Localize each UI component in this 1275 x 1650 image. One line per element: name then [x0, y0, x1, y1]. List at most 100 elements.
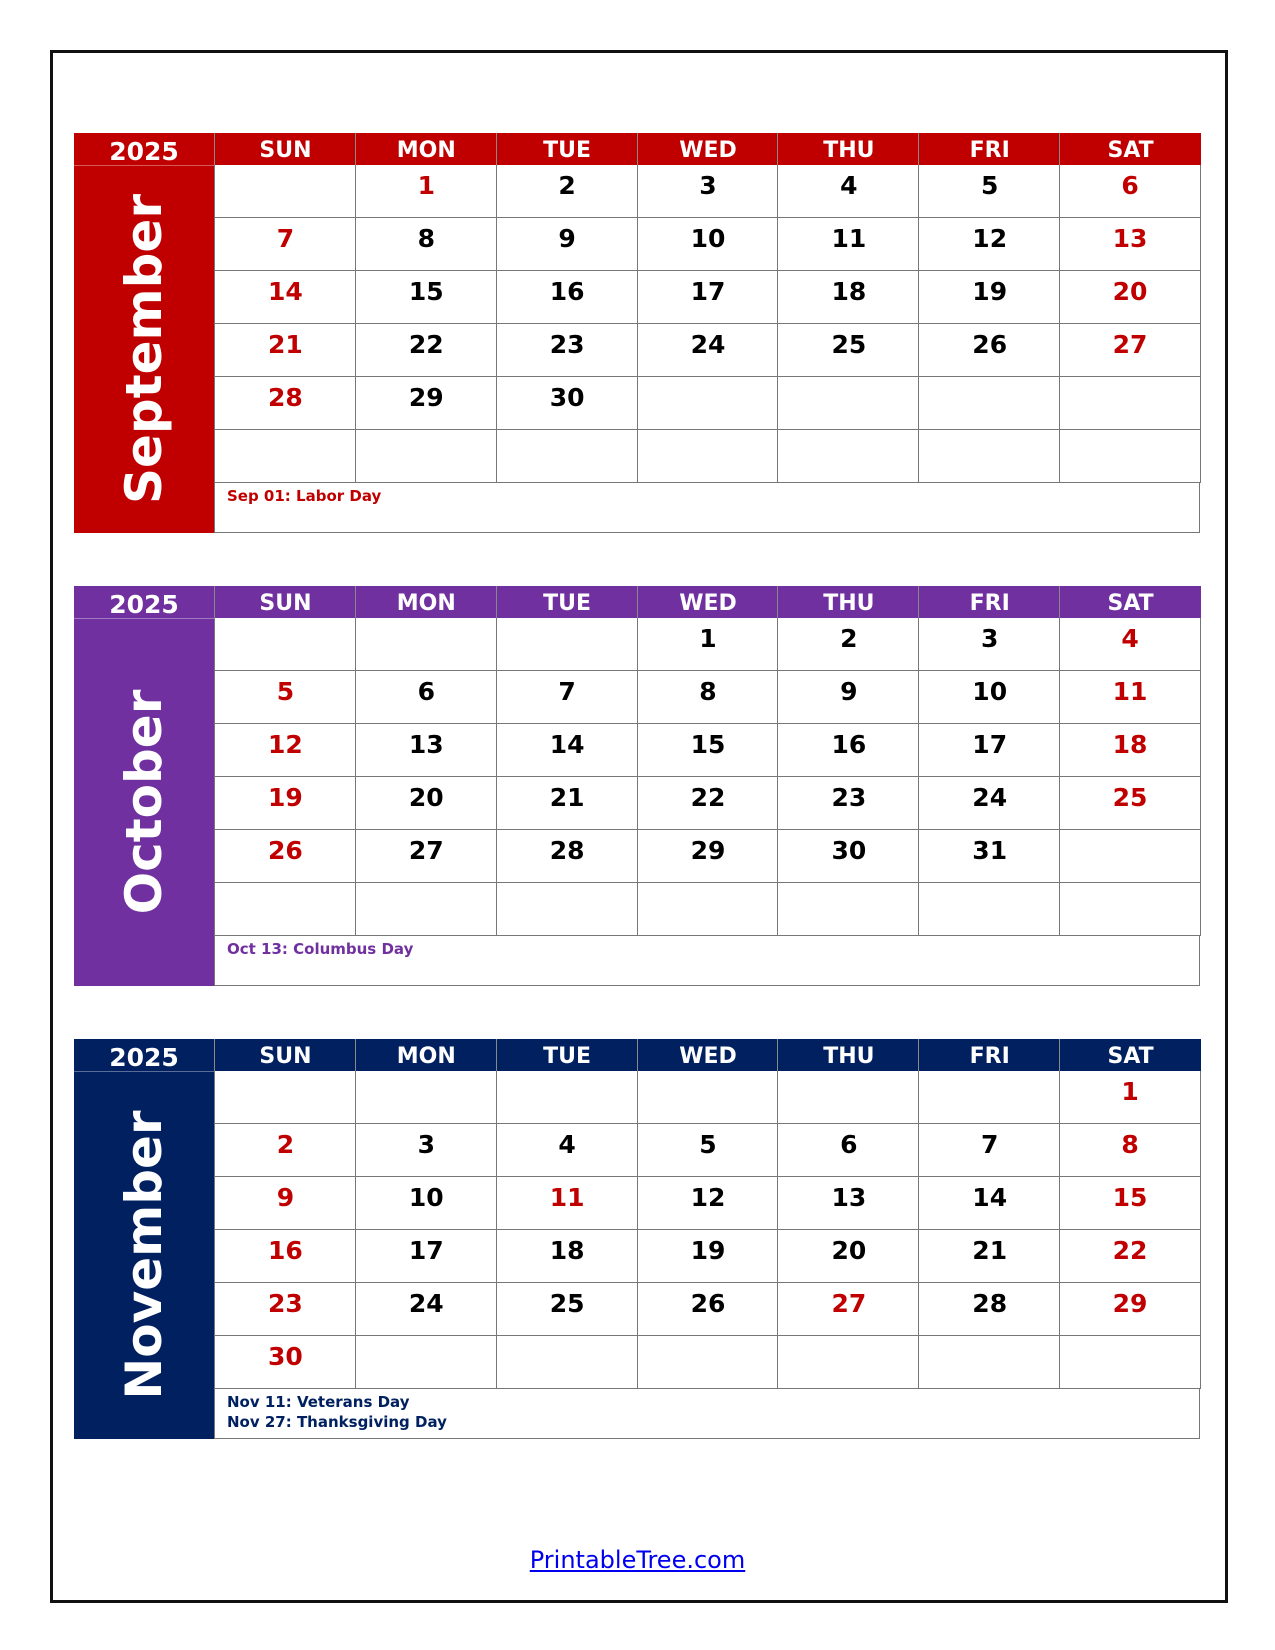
day-cell[interactable]: 27 — [777, 1283, 920, 1336]
empty-day-cell — [214, 1071, 356, 1124]
day-cell[interactable]: 4 — [777, 165, 920, 218]
day-cell[interactable]: 17 — [918, 724, 1061, 777]
day-cell[interactable]: 21 — [214, 324, 356, 377]
day-cell[interactable]: 7 — [495, 671, 638, 724]
day-cell[interactable]: 17 — [636, 271, 779, 324]
day-cell[interactable]: 2 — [777, 618, 920, 671]
day-cell[interactable]: 27 — [1059, 324, 1201, 377]
day-cell[interactable]: 7 — [214, 218, 356, 271]
footer-link[interactable]: PrintableTree.com — [0, 1546, 1275, 1574]
day-cell[interactable]: 12 — [636, 1177, 779, 1230]
weekday-header-sun: SUN — [214, 133, 356, 165]
day-cell[interactable]: 8 — [636, 671, 779, 724]
day-cell[interactable]: 3 — [354, 1124, 497, 1177]
day-cell[interactable]: 19 — [918, 271, 1061, 324]
day-cell[interactable]: 8 — [354, 218, 497, 271]
day-cell[interactable]: 10 — [636, 218, 779, 271]
day-cell[interactable]: 16 — [214, 1230, 356, 1283]
day-cell[interactable]: 14 — [918, 1177, 1061, 1230]
day-cell[interactable]: 20 — [777, 1230, 920, 1283]
day-cell[interactable]: 26 — [636, 1283, 779, 1336]
day-cell[interactable]: 19 — [636, 1230, 779, 1283]
day-cell[interactable]: 16 — [777, 724, 920, 777]
day-cell[interactable]: 10 — [354, 1177, 497, 1230]
day-cell[interactable]: 22 — [354, 324, 497, 377]
day-cell[interactable]: 15 — [636, 724, 779, 777]
day-cell[interactable]: 14 — [495, 724, 638, 777]
day-cell[interactable]: 9 — [214, 1177, 356, 1230]
day-cell[interactable]: 26 — [214, 830, 356, 883]
empty-day-cell — [918, 430, 1061, 483]
day-cell[interactable]: 29 — [636, 830, 779, 883]
day-cell[interactable]: 22 — [636, 777, 779, 830]
day-cell[interactable]: 3 — [636, 165, 779, 218]
day-cell[interactable]: 13 — [1059, 218, 1201, 271]
day-cell[interactable]: 29 — [354, 377, 497, 430]
day-cell[interactable]: 15 — [354, 271, 497, 324]
day-cell[interactable]: 30 — [495, 377, 638, 430]
day-cell[interactable]: 25 — [777, 324, 920, 377]
day-cell[interactable]: 15 — [1059, 1177, 1201, 1230]
day-cell[interactable]: 21 — [918, 1230, 1061, 1283]
day-cell[interactable]: 24 — [354, 1283, 497, 1336]
footer-link-text[interactable]: PrintableTree.com — [529, 1546, 746, 1574]
day-cell[interactable]: 3 — [918, 618, 1061, 671]
day-cell[interactable]: 28 — [214, 377, 356, 430]
day-cell[interactable]: 5 — [636, 1124, 779, 1177]
day-cell[interactable]: 25 — [1059, 777, 1201, 830]
day-cell[interactable]: 18 — [495, 1230, 638, 1283]
day-cell[interactable]: 23 — [214, 1283, 356, 1336]
day-cell[interactable]: 30 — [214, 1336, 356, 1389]
day-cell[interactable]: 25 — [495, 1283, 638, 1336]
day-cell[interactable]: 9 — [777, 671, 920, 724]
day-cell[interactable]: 1 — [1059, 1071, 1201, 1124]
day-cell[interactable]: 28 — [495, 830, 638, 883]
empty-day-cell — [777, 1071, 920, 1124]
day-cell[interactable]: 2 — [495, 165, 638, 218]
day-cell[interactable]: 28 — [918, 1283, 1061, 1336]
day-cell[interactable]: 14 — [214, 271, 356, 324]
day-cell[interactable]: 12 — [918, 218, 1061, 271]
day-cell[interactable]: 19 — [214, 777, 356, 830]
day-cell[interactable]: 9 — [495, 218, 638, 271]
day-cell[interactable]: 18 — [777, 271, 920, 324]
day-cell[interactable]: 5 — [918, 165, 1061, 218]
day-cell[interactable]: 6 — [354, 671, 497, 724]
day-cell[interactable]: 23 — [495, 324, 638, 377]
day-cell[interactable]: 26 — [918, 324, 1061, 377]
day-cell[interactable]: 2 — [214, 1124, 356, 1177]
day-cell[interactable]: 13 — [777, 1177, 920, 1230]
day-cell[interactable]: 29 — [1059, 1283, 1201, 1336]
day-cell[interactable]: 27 — [354, 830, 497, 883]
day-cell[interactable]: 11 — [777, 218, 920, 271]
day-cell[interactable]: 30 — [777, 830, 920, 883]
day-cell[interactable]: 4 — [1059, 618, 1201, 671]
day-cell[interactable]: 24 — [636, 324, 779, 377]
day-cell[interactable]: 10 — [918, 671, 1061, 724]
day-cell[interactable]: 17 — [354, 1230, 497, 1283]
empty-day-cell — [354, 1071, 497, 1124]
day-cell[interactable]: 1 — [636, 618, 779, 671]
day-cell[interactable]: 1 — [354, 165, 497, 218]
day-cell[interactable]: 23 — [777, 777, 920, 830]
weekday-header-mon: MON — [354, 1039, 497, 1071]
day-cell[interactable]: 5 — [214, 671, 356, 724]
day-cell[interactable]: 8 — [1059, 1124, 1201, 1177]
day-cell[interactable]: 24 — [918, 777, 1061, 830]
day-cell[interactable]: 18 — [1059, 724, 1201, 777]
day-cell[interactable]: 13 — [354, 724, 497, 777]
day-cell[interactable]: 4 — [495, 1124, 638, 1177]
day-cell[interactable]: 16 — [495, 271, 638, 324]
weekday-header-fri: FRI — [918, 133, 1061, 165]
day-cell[interactable]: 22 — [1059, 1230, 1201, 1283]
day-cell[interactable]: 20 — [1059, 271, 1201, 324]
day-cell[interactable]: 11 — [1059, 671, 1201, 724]
day-cell[interactable]: 6 — [777, 1124, 920, 1177]
day-cell[interactable]: 21 — [495, 777, 638, 830]
day-cell[interactable]: 31 — [918, 830, 1061, 883]
day-cell[interactable]: 12 — [214, 724, 356, 777]
day-cell[interactable]: 7 — [918, 1124, 1061, 1177]
day-cell[interactable]: 20 — [354, 777, 497, 830]
day-cell[interactable]: 11 — [495, 1177, 638, 1230]
day-cell[interactable]: 6 — [1059, 165, 1201, 218]
